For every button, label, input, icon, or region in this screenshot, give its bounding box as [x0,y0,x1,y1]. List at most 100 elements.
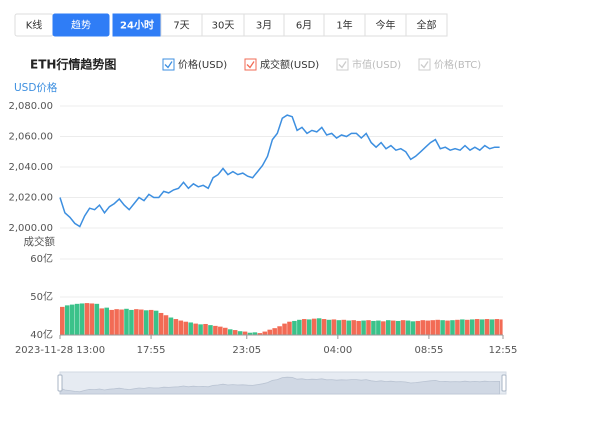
volume-bar [430,320,435,335]
volume-bar [306,319,312,335]
volume-bar [484,319,490,335]
volume-bar [302,319,307,335]
range-button[interactable]: 3月 [243,13,285,37]
legend-checkbox [418,58,431,71]
range-button[interactable]: 今年 [364,13,407,37]
slider-overview [59,376,500,395]
legend-label: 市值(USD) [352,58,401,71]
volume-bar [119,309,124,335]
range-button[interactable]: 30天 [201,13,245,37]
x-tick-label: 04:00 [323,345,352,356]
volume-bar [173,319,179,335]
range-button[interactable]: 全部 [405,13,448,37]
volume-bar [474,319,480,335]
x-tick-label: 12:55 [489,345,518,356]
volume-bar [69,304,75,335]
volume-bar [193,323,198,335]
volume-bar [213,325,218,335]
legend-item[interactable]: 市值(USD) [336,58,401,71]
range-label: 3月 [256,20,272,32]
volume-bar [425,320,431,335]
volume-bar [435,319,440,335]
legend-item[interactable]: 成交额(USD) [244,58,319,71]
volume-bar [410,321,416,335]
volume-bar [351,320,356,335]
x-tick-label: 23:05 [232,345,261,356]
volume-bar [415,320,421,335]
y-axis-label: 成交额 [24,235,56,248]
range-label: 30天 [212,21,235,32]
volume-bar [455,319,460,335]
legend-checkbox [336,58,349,71]
volume-bar [104,307,109,335]
volume-bar [129,309,134,335]
legend-check [246,61,255,69]
volume-bar [79,303,85,335]
volume-bar [139,309,144,335]
range-button[interactable]: 1年 [323,13,366,37]
tab-button[interactable]: 趋势 [52,13,110,37]
volume-bar [385,320,391,335]
legend-label: 价格(USD) [178,58,227,71]
volume-bar [381,321,386,335]
volume-bar [356,320,361,335]
volume-bar [114,309,119,335]
tab-label: K线 [26,19,43,32]
volume-bar [465,319,470,335]
volume-bar [148,309,154,335]
y-tick-label: 2,040.00 [8,162,53,173]
legend-label: 成交额(USD) [260,58,319,71]
legend-check [420,61,429,69]
legend-label: 价格(BTC) [434,58,481,71]
volume-bar [341,319,347,335]
tab-label: 趋势 [71,19,91,32]
y-tick-label: 60亿 [30,252,53,265]
volume-bar [405,320,411,335]
volume-bar [158,312,164,335]
slider-handle[interactable] [501,374,507,392]
legend-checkbox [162,58,175,71]
volume-bar [272,328,277,335]
volume-bar [74,303,80,335]
y-tick-label: 2,000.00 [8,223,53,234]
volume-bar [124,308,129,335]
volume-bar [469,319,475,335]
volume-bar [371,320,376,335]
volume-bar [237,331,243,335]
legend-item[interactable]: 价格(USD) [162,58,227,71]
volume-bar [336,320,342,335]
volume-bar [376,320,381,335]
x-tick-label: 17:55 [137,345,166,356]
range-label: 6月 [296,20,312,32]
volume-bar [84,303,90,335]
volume-bar [494,319,500,335]
volume-bar [499,319,503,335]
y-axis-label: USD价格 [14,81,58,94]
volume-bar [366,320,371,335]
legend-checkbox [244,58,257,71]
y-tick-label: 50亿 [30,290,53,303]
tab-bg [52,13,110,37]
volume-bar [168,317,174,335]
x-tick-label: 08:55 [414,345,443,356]
volume-bar [287,321,292,335]
range-button[interactable]: 24小时 [112,13,162,37]
range-button[interactable]: 7天 [160,13,203,37]
legend-check [164,61,173,69]
range-bg [405,13,448,37]
volume-bar [208,325,213,335]
volume-bar [450,320,455,335]
volume-bar [232,330,238,335]
slider-handle[interactable] [57,374,63,392]
volume-bar [331,319,337,335]
legend-item[interactable]: 价格(BTC) [418,58,481,71]
tab-button[interactable]: K线 [14,13,54,37]
range-button[interactable]: 6月 [283,13,325,37]
volume-bar [109,309,114,335]
volume-bar [242,331,248,335]
volume-bar [420,320,426,335]
y-tick-label: 40亿 [30,328,53,341]
y-tick-label: 2,080.00 [8,101,53,112]
